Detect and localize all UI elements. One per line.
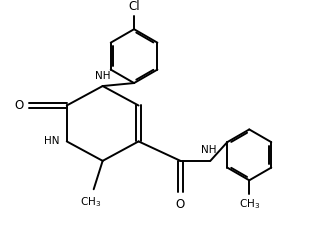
Text: CH$_3$: CH$_3$ xyxy=(80,195,101,209)
Text: CH$_3$: CH$_3$ xyxy=(239,197,260,211)
Text: O: O xyxy=(176,198,185,211)
Text: NH: NH xyxy=(95,71,110,81)
Text: Cl: Cl xyxy=(128,0,140,13)
Text: O: O xyxy=(14,99,24,112)
Text: HN: HN xyxy=(44,136,59,146)
Text: NH: NH xyxy=(201,145,217,155)
